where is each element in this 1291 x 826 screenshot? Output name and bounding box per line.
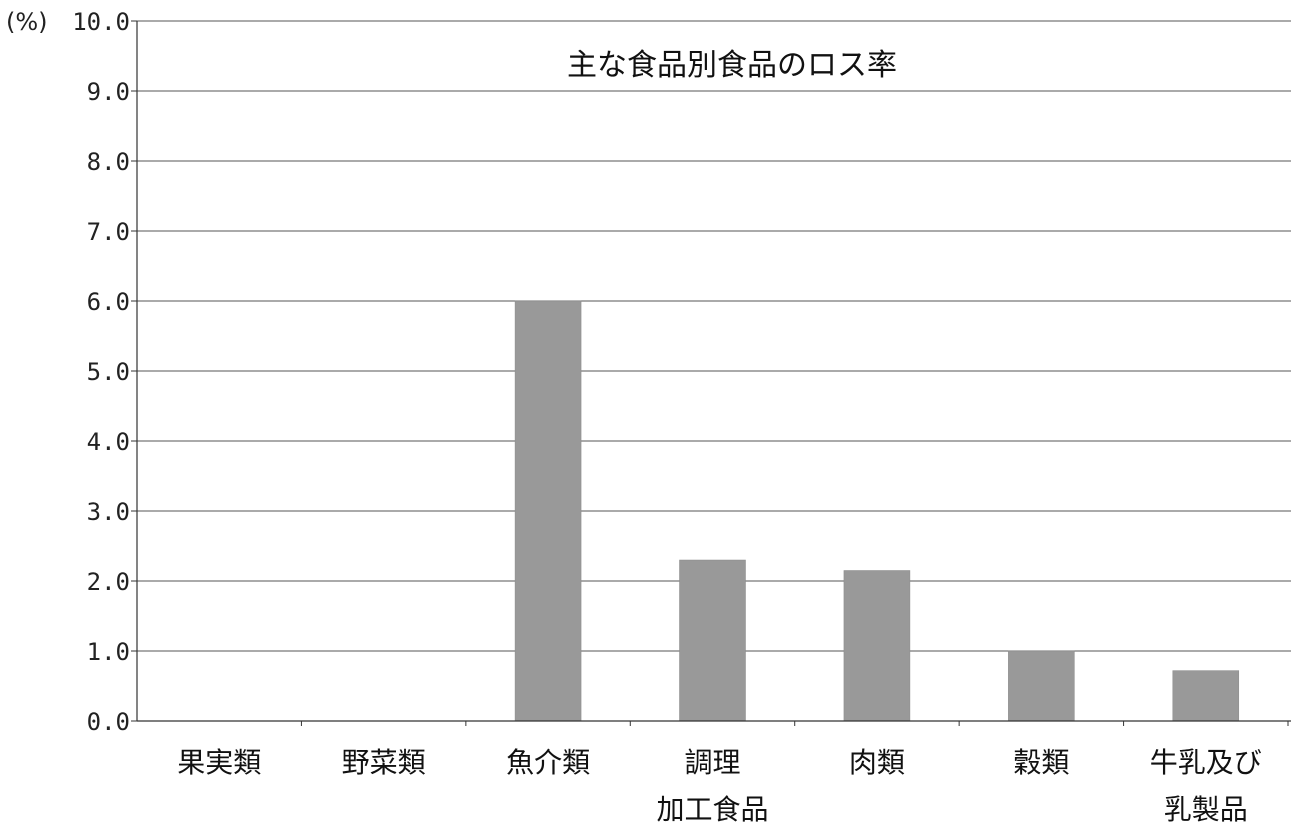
x-category-label: 穀類 xyxy=(1013,746,1069,779)
axes xyxy=(136,21,1291,726)
bar xyxy=(679,559,746,722)
bars xyxy=(514,300,1240,722)
y-tick-label: 6.0 xyxy=(87,288,130,316)
chart-title: 主な食品別食品のロス率 xyxy=(567,48,897,83)
gridlines xyxy=(131,20,1291,722)
bar xyxy=(843,570,911,722)
y-tick-label: 1.0 xyxy=(87,638,130,666)
x-category-label: 乳製品 xyxy=(1164,793,1248,826)
x-category-label: 牛乳及び xyxy=(1150,746,1262,779)
y-tick-label: 2.0 xyxy=(87,568,130,596)
bar xyxy=(514,300,582,722)
y-tick-label: 3.0 xyxy=(87,498,130,526)
y-axis-unit: (%) xyxy=(6,8,48,36)
y-tick-labels: 0.0 1.0 2.0 3.0 4.0 5.0 6.0 7.0 8.0 9.0 10.0 xyxy=(72,8,130,736)
y-tick-label: 5.0 xyxy=(87,358,130,386)
x-category-label: 肉類 xyxy=(849,746,905,779)
y-tick-label: 8.0 xyxy=(87,148,130,176)
y-tick-label: 10.0 xyxy=(72,8,130,36)
y-tick-label: 7.0 xyxy=(87,218,130,246)
y-tick-label: 9.0 xyxy=(87,78,130,106)
x-category-label: 果実類 xyxy=(177,746,261,779)
x-category-label: 野菜類 xyxy=(342,746,426,779)
y-tick-label: 4.0 xyxy=(87,428,130,456)
y-tick-label: 0.0 xyxy=(87,708,130,736)
bar xyxy=(1172,670,1240,722)
x-category-label: 魚介類 xyxy=(506,746,590,779)
x-category-label: 加工食品 xyxy=(656,793,768,826)
bar xyxy=(1008,650,1075,722)
x-category-label: 調理 xyxy=(684,746,740,779)
